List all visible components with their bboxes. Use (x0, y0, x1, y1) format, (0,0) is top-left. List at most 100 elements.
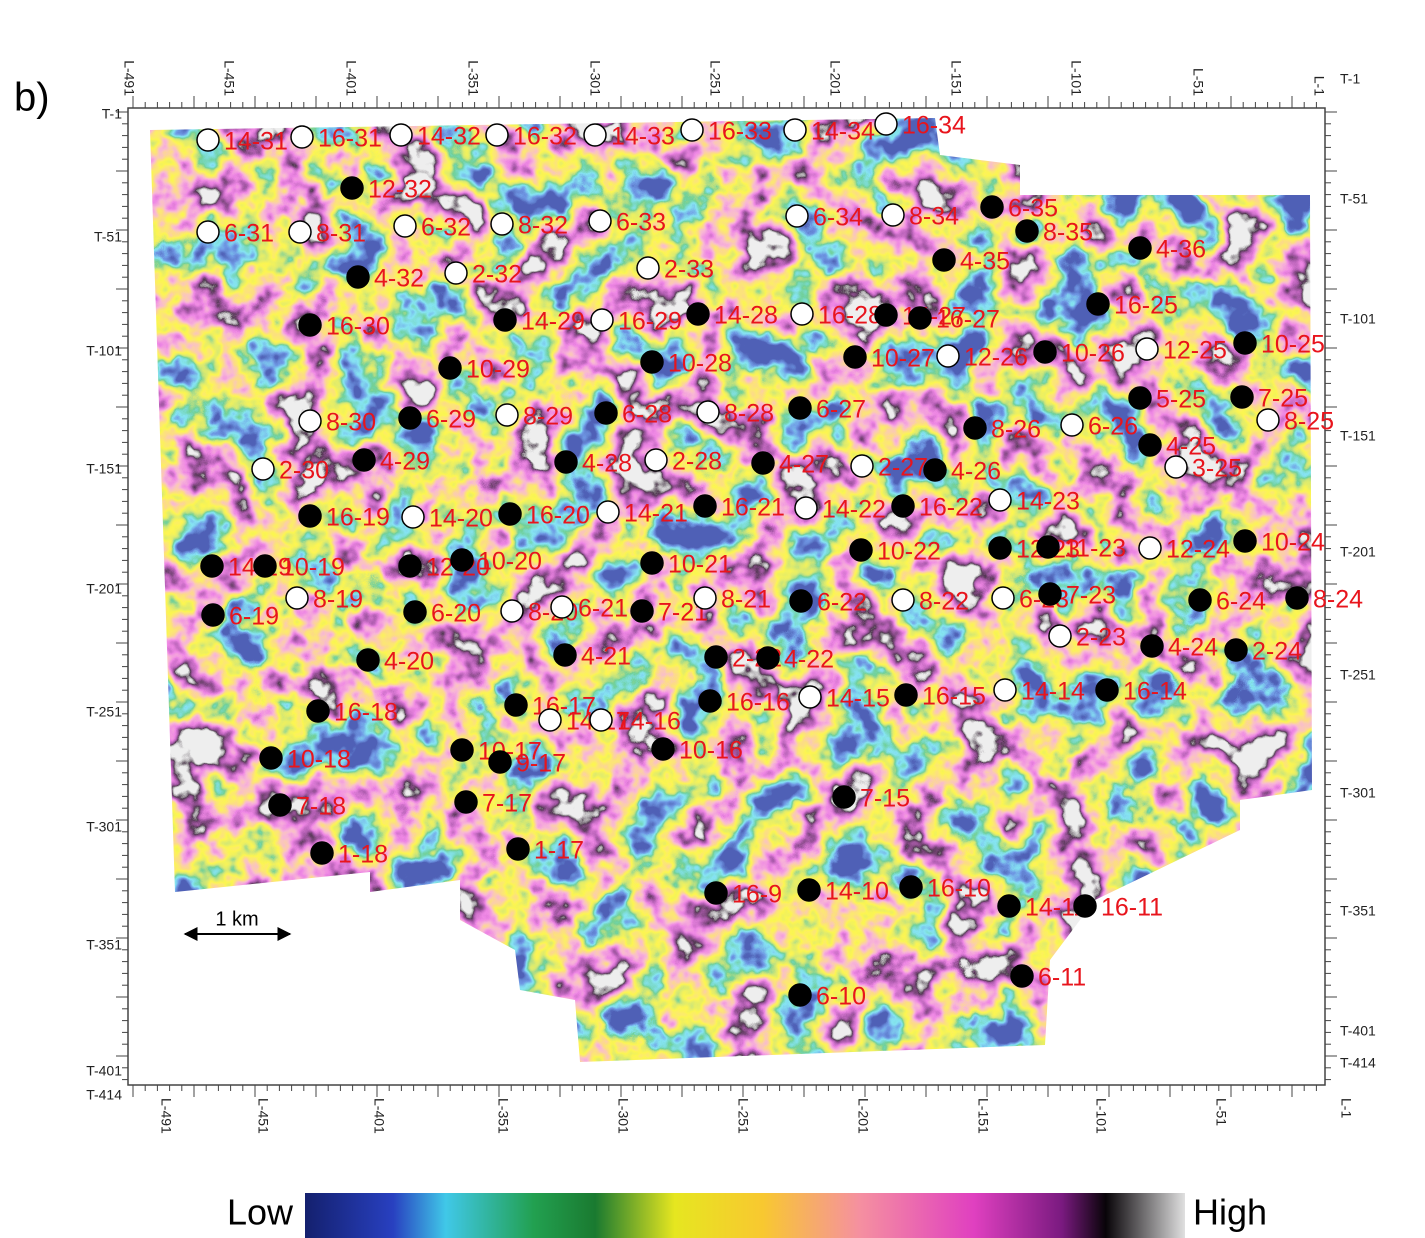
well-label: 8-25 (1284, 408, 1334, 436)
well-label: 16-20 (526, 502, 590, 530)
well-marker (875, 113, 897, 135)
scale-bar-label: 1 km (215, 908, 258, 930)
well-marker (994, 679, 1016, 701)
well-marker (791, 303, 813, 325)
right-axis-label: T-251 (1340, 667, 1376, 683)
well-marker (937, 345, 959, 367)
well-marker (501, 600, 523, 622)
well-marker (850, 539, 872, 561)
colorbar-high: High (1193, 1192, 1267, 1233)
well-label: 14-31 (224, 128, 288, 156)
well-label: 4-35 (960, 248, 1010, 276)
well-label: 4-36 (1156, 236, 1206, 264)
well-marker (299, 314, 321, 336)
well-label: 10-20 (478, 548, 542, 576)
well-label: 16-10 (927, 875, 991, 903)
well-marker (1016, 220, 1038, 242)
well-marker (1096, 679, 1118, 701)
well-label: 1-18 (338, 841, 388, 869)
well-label: 4-22 (784, 646, 834, 674)
well-marker (1039, 583, 1061, 605)
left-axis-label: T-151 (86, 461, 122, 477)
page: Seismic attribute map {"panel_label": "b… (0, 0, 1425, 1238)
well-label: 8-34 (909, 203, 959, 231)
well-label: 14-20 (429, 505, 493, 533)
well-label: 16-14 (1123, 678, 1187, 706)
left-axis-label: T-101 (86, 343, 122, 359)
well-marker (1234, 530, 1256, 552)
well-label: 6-20 (431, 600, 481, 628)
right-axis-label: T-201 (1340, 544, 1376, 560)
well-label: 10-26 (1061, 340, 1125, 368)
well-marker (694, 587, 716, 609)
well-marker (455, 791, 477, 813)
well-marker (1139, 434, 1161, 456)
well-marker (1257, 409, 1279, 431)
well-marker (790, 590, 812, 612)
well-label: 9-17 (516, 750, 566, 778)
well-label: 7-15 (860, 785, 910, 813)
well-label: 10-22 (877, 538, 941, 566)
well-marker (789, 397, 811, 419)
well-label: 14-15 (826, 685, 890, 713)
well-label: 4-32 (374, 265, 424, 293)
well-marker (989, 489, 1011, 511)
bottom-axis-label: L-201 (855, 1098, 871, 1134)
well-marker (597, 501, 619, 523)
well-label: 16-9 (732, 881, 782, 909)
right-axis-label: T-401 (1340, 1023, 1376, 1039)
well-marker (347, 266, 369, 288)
right-axis-label: T-301 (1340, 785, 1376, 801)
well-label: 12-25 (1163, 337, 1227, 365)
well-marker (998, 895, 1020, 917)
colorbar-low: Low (227, 1192, 294, 1233)
well-marker (699, 690, 721, 712)
well-marker (1074, 895, 1096, 917)
well-label: 11-23 (1064, 535, 1126, 563)
well-marker (786, 205, 808, 227)
top-axis-label: L-101 (1068, 60, 1084, 96)
well-label: 16-22 (919, 494, 983, 522)
well-marker (752, 452, 774, 474)
well-marker (499, 503, 521, 525)
right-axis-label: T-1 (1340, 71, 1360, 87)
bottom-axis-label: L-251 (735, 1098, 751, 1134)
left-axis-label: T-351 (86, 937, 122, 953)
well-label: 8-32 (518, 212, 568, 240)
well-marker (551, 596, 573, 618)
well-label: 4-20 (384, 648, 434, 676)
well-label: 4-26 (951, 458, 1001, 486)
well-label: 2-30 (279, 457, 329, 485)
well-marker (507, 838, 529, 860)
well-label: 8-28 (724, 400, 774, 428)
well-marker (289, 221, 311, 243)
well-label: 10-18 (287, 746, 351, 774)
well-label: 6-11 (1038, 964, 1086, 992)
bottom-axis-label: L-301 (615, 1098, 631, 1134)
well-label: 10-29 (466, 356, 530, 384)
well-marker (875, 304, 897, 326)
well-label: 3-25 (1192, 455, 1242, 483)
well-marker (1087, 293, 1109, 315)
right-axis-label: T-351 (1340, 903, 1376, 919)
well-label: 6-31 (224, 220, 274, 248)
well-label: 4-29 (380, 448, 430, 476)
well-label: 8-19 (313, 586, 363, 614)
well-label: 2-24 (1252, 638, 1302, 666)
well-marker (591, 309, 613, 331)
well-marker (589, 210, 611, 232)
well-marker (252, 458, 274, 480)
well-label: 16-15 (922, 683, 986, 711)
well-label: 10-27 (871, 345, 935, 373)
well-marker (1129, 237, 1151, 259)
well-label: 12-24 (1166, 536, 1230, 564)
well-marker (197, 129, 219, 151)
well-marker (286, 587, 308, 609)
well-label: 4-21 (581, 643, 631, 671)
well-label: 14-10 (825, 878, 889, 906)
well-marker (390, 124, 412, 146)
well-marker (590, 709, 612, 731)
well-marker (1141, 635, 1163, 657)
well-label: 10-21 (668, 551, 732, 579)
well-marker (260, 747, 282, 769)
